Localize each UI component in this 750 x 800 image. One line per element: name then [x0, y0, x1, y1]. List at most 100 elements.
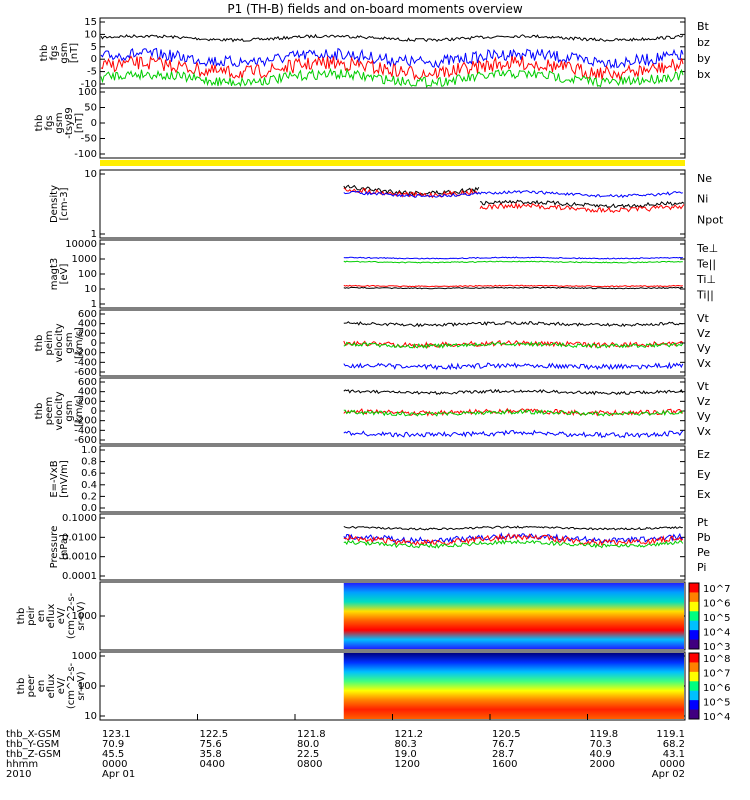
legend-item: Te||	[696, 258, 716, 271]
y-axis-label: thb	[39, 45, 50, 62]
y-tick-label: 100	[78, 269, 97, 280]
time-row-value: 0400	[200, 759, 225, 770]
time-row-label: hhmm	[6, 759, 38, 770]
legend-item: Vy	[697, 410, 711, 423]
legend-item: Ti⊥	[696, 273, 716, 286]
time-row-value: 0000	[102, 759, 127, 770]
series-ti-par	[343, 260, 683, 264]
y-tick-label: 100	[78, 87, 97, 98]
panel-frame	[99, 445, 686, 513]
series-vx	[343, 361, 684, 371]
colorbar-label: 10^6	[703, 683, 730, 694]
y-axis-label: peem	[44, 397, 55, 425]
colorbar-segment	[689, 630, 699, 641]
series-vt	[343, 388, 684, 396]
colorbar-1: 10^8 10^7 10^6 10^5 10^4	[688, 652, 730, 723]
y-tick-label: 0	[91, 54, 97, 65]
y-axis-label: thb	[34, 335, 45, 352]
y-axis-label: eflux	[46, 674, 57, 699]
legend-item: Ez	[697, 448, 710, 461]
legend-item: Pi	[697, 561, 706, 574]
time-row-value: 75.6	[200, 739, 222, 750]
panel-frame	[99, 87, 686, 159]
time-row-value: Apr 01	[102, 769, 135, 780]
time-row-label: thb_X-GSM	[6, 729, 61, 740]
time-row-value: 76.7	[492, 739, 514, 750]
y-tick-label: -50	[81, 134, 97, 145]
y-tick-label: 1.0	[81, 445, 97, 456]
y-tick-label: 5	[91, 42, 97, 53]
y-axis-label: gsm	[64, 332, 75, 353]
y-axis-label: (cm^2-s-	[66, 662, 77, 709]
spectrogram-fill	[343, 583, 684, 649]
y-axis-label: magt3	[49, 258, 60, 291]
y-axis-label: thb	[16, 608, 27, 625]
y-tick-label: 10	[84, 29, 97, 40]
y-tick-label: 200	[78, 328, 97, 339]
time-row-value: 119.8	[590, 729, 619, 740]
legend-item: Te⊥	[696, 242, 718, 255]
y-tick-label: 0.2	[81, 491, 97, 502]
y-tick-label: 1000	[72, 611, 97, 622]
y-tick-label: 600	[78, 377, 97, 388]
legend-item: Vx	[697, 425, 712, 438]
time-row-value: 28.7	[492, 749, 514, 760]
colorbar-segment	[689, 700, 699, 711]
time-row-value: 0800	[297, 759, 322, 770]
y-tick-label: 0.4	[81, 480, 97, 491]
colorbar-label: 10^7	[703, 584, 730, 595]
y-axis-label: [km/s]	[74, 395, 85, 427]
series-pt	[343, 525, 683, 531]
y-tick-label: 0.8	[81, 457, 97, 468]
y-axis-label: gsm	[54, 112, 65, 133]
time-row-value: 70.9	[102, 739, 124, 750]
y-axis-label: eV/	[56, 677, 67, 694]
time-row-value: 80.0	[297, 739, 319, 750]
colorbar-label: 10^4	[703, 712, 730, 723]
panel-6: 1.00.80.60.40.20.0 E=-VxB [mV/m] Ez Ey Ex	[49, 445, 711, 514]
colorbar-segment	[689, 583, 699, 593]
y-tick-label: 1	[91, 229, 97, 240]
y-tick-label: 0	[91, 118, 97, 129]
yellow-band	[100, 160, 685, 166]
time-row-value: 1600	[492, 759, 517, 770]
panel-3: 10000 1000 100 10 1 magt3 [eV] Te⊥ Te|| Ti⊥ Ti||	[49, 239, 718, 310]
time-row-value: 22.5	[297, 749, 319, 760]
colorbar-label: 10^6	[703, 599, 730, 610]
colorbar-segment	[689, 690, 699, 701]
y-tick-label: 1000	[72, 651, 97, 662]
legend-item: Vt	[697, 380, 710, 393]
colorbar-frame	[688, 582, 700, 650]
time-row-value: 40.9	[590, 749, 612, 760]
y-axis-label: thb	[16, 678, 27, 695]
legend-item: Ex	[697, 488, 711, 501]
colorbar-label: 10^5	[703, 698, 730, 709]
series-ni	[479, 199, 685, 209]
panel-2: 10 1 Density [cm-3] Ne Ni Npot	[49, 169, 724, 240]
y-axis-label: gsm	[64, 400, 75, 421]
colorbar-label: 10^5	[703, 613, 730, 624]
legend-item: bx	[697, 68, 711, 81]
y-tick-label: 1	[91, 299, 97, 310]
y-tick-label: 0.0010	[62, 552, 97, 563]
colorbar-segment	[689, 601, 699, 612]
series-pi	[343, 532, 684, 545]
colorbar-label: 10^8	[703, 654, 730, 665]
series-ne	[343, 187, 480, 199]
y-tick-label: 0.0001	[62, 571, 97, 582]
panel-frame	[99, 513, 686, 581]
colorbar-label: 10^3	[703, 642, 730, 653]
time-row-label: thb_Z-GSM	[6, 749, 61, 760]
legend-item: Ne	[697, 172, 712, 185]
y-tick-label: -5	[87, 67, 97, 78]
y-axis-label: sr-eV)	[76, 671, 87, 700]
y-tick-label: 1000	[72, 254, 97, 265]
y-tick-label: -400	[74, 357, 97, 368]
y-axis-label: [nPa]	[59, 534, 70, 560]
legend-item: Ey	[697, 468, 711, 481]
y-axis-label: [nT]	[74, 113, 85, 133]
